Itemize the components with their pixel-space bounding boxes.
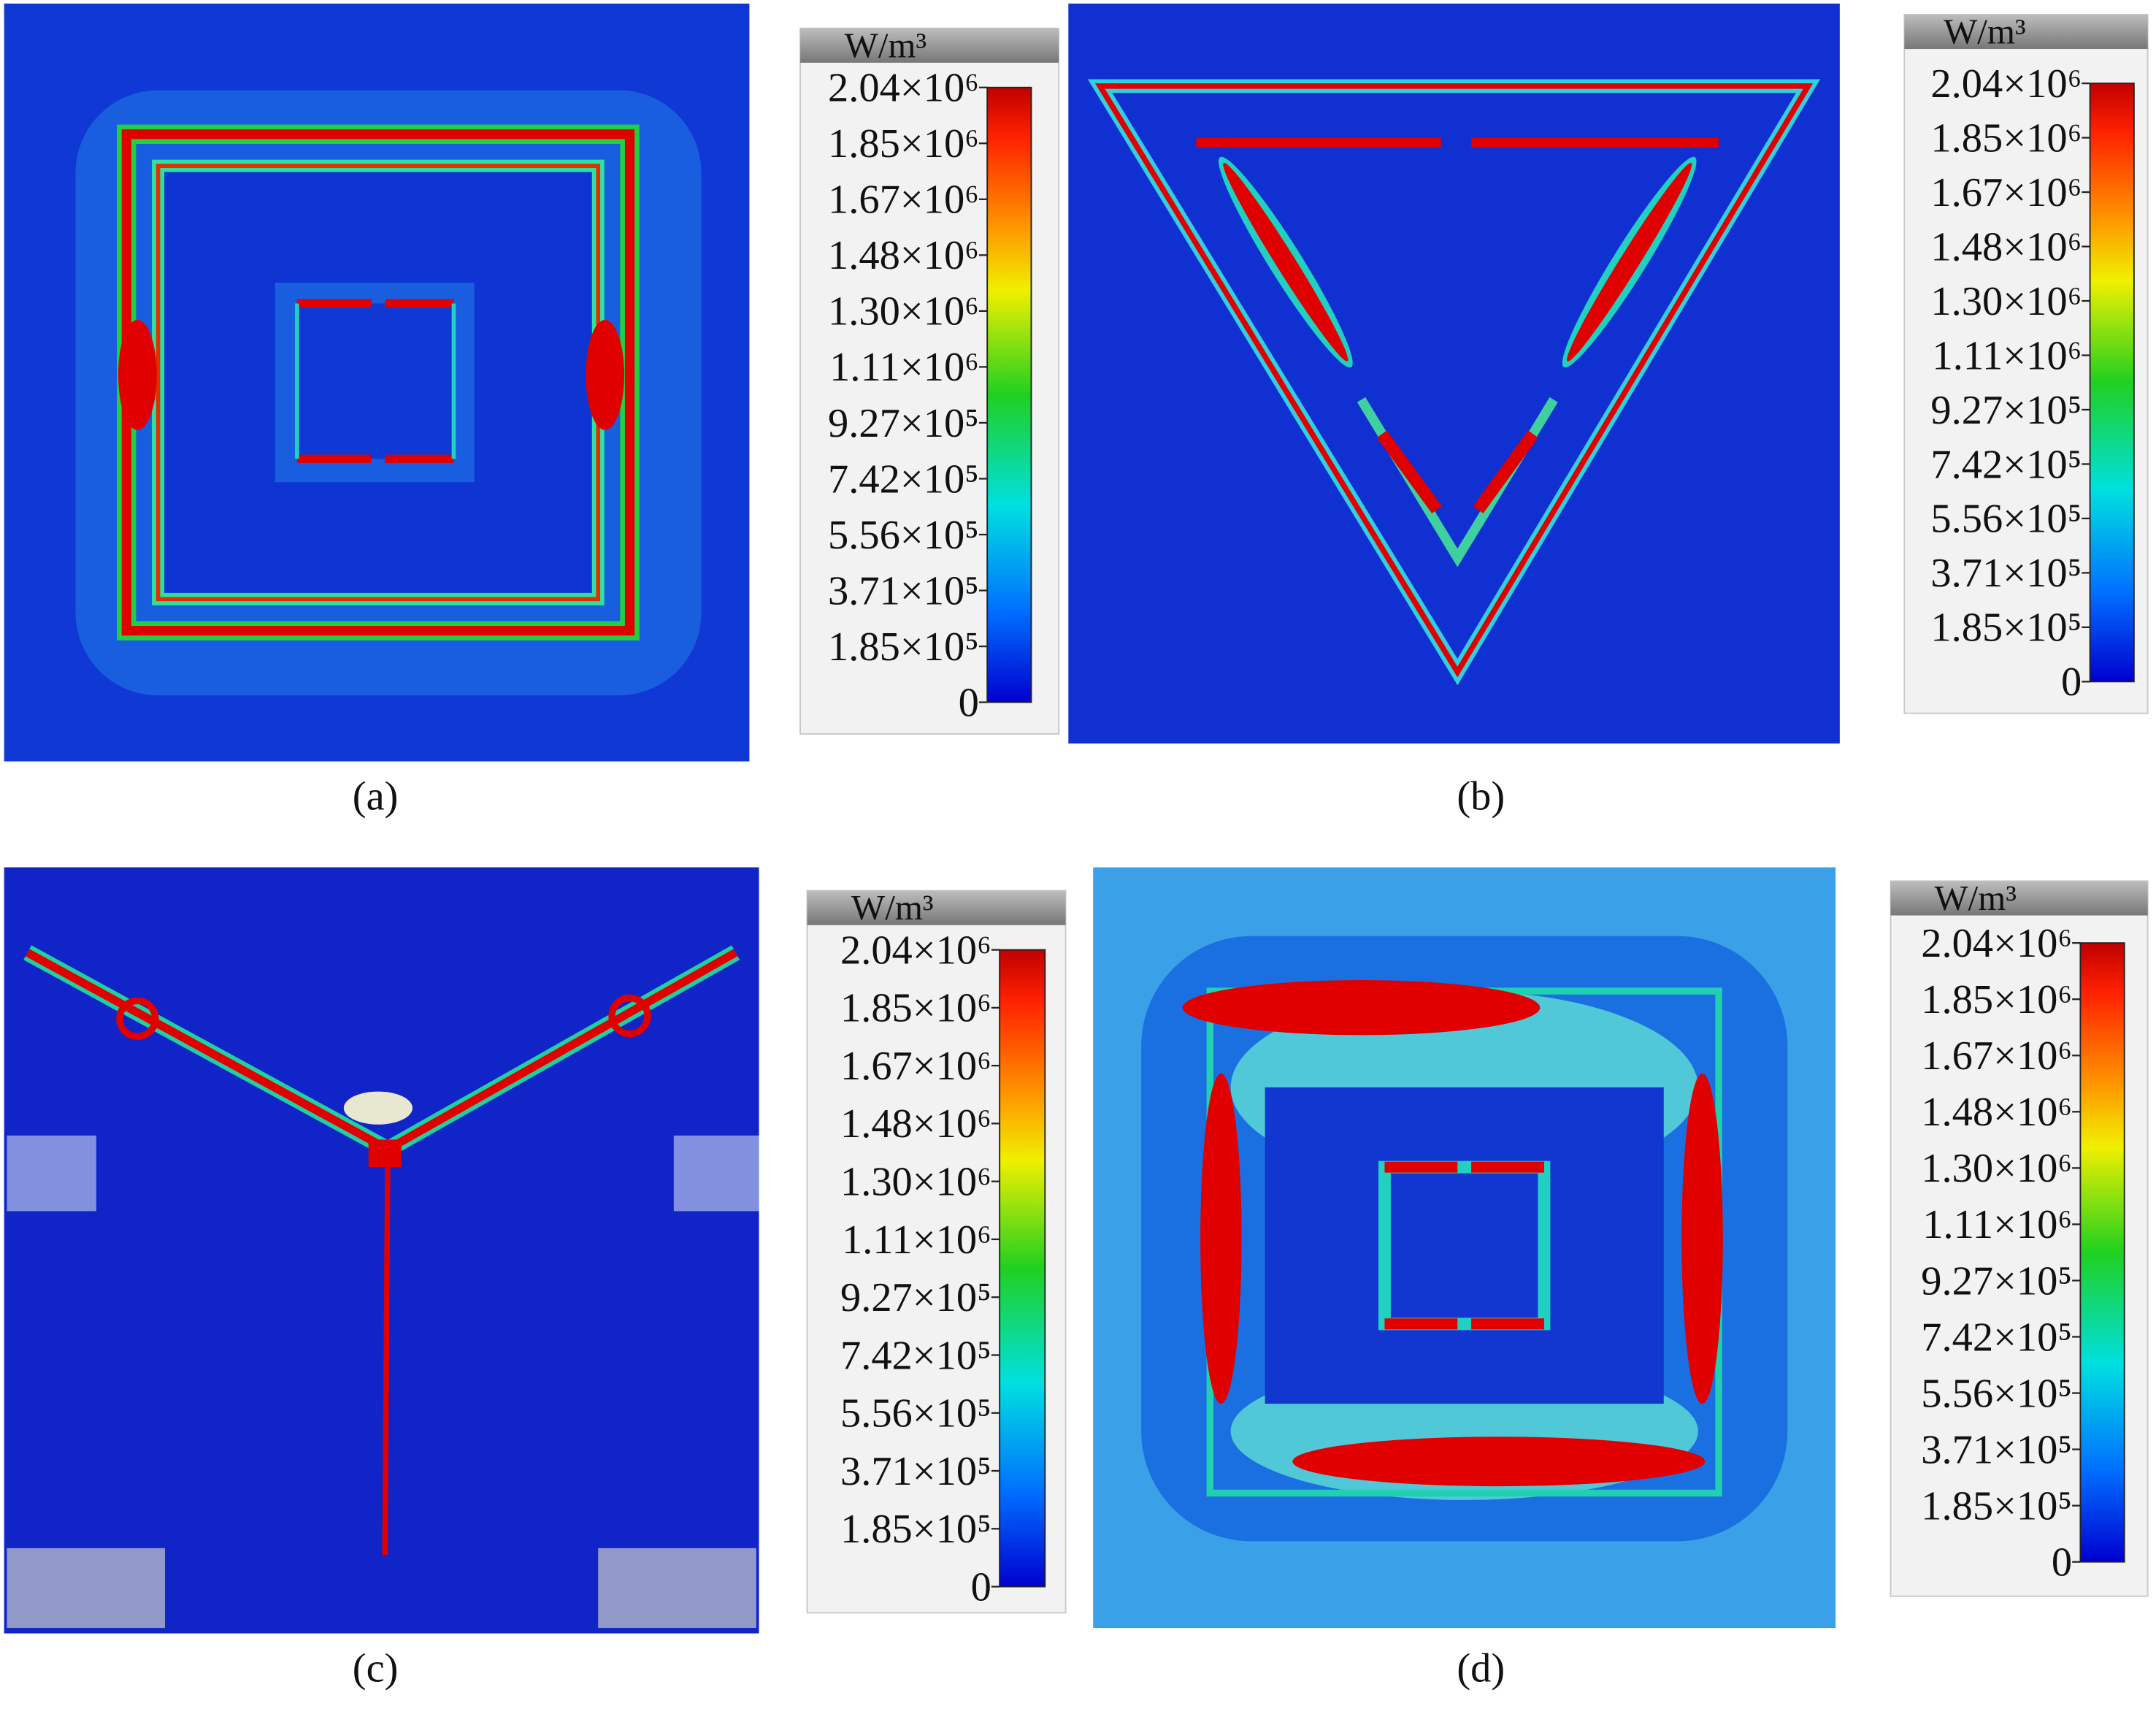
colorbar — [999, 949, 1046, 1588]
tick-label: 7.42×10⁵ — [828, 456, 979, 502]
tick-label: 0 — [2052, 1540, 2072, 1585]
colorbar — [2089, 83, 2135, 683]
tick-label: 9.27×10⁵ — [1921, 1258, 2072, 1304]
heatmap-a — [4, 3, 750, 762]
tick-label: 1.30×10⁶ — [1930, 279, 2082, 324]
tick-label: 1.11×10⁶ — [1933, 333, 2082, 378]
tick-label: 1.67×10⁶ — [828, 177, 979, 223]
tick-label: 5.56×10⁵ — [1930, 497, 2082, 542]
tick-label: 3.71×10⁵ — [1921, 1427, 2072, 1472]
tick-label: 1.85×10⁶ — [1921, 977, 2072, 1022]
colorbar-header — [1904, 14, 2148, 50]
colorbar-header — [800, 28, 1059, 63]
tick-label: 1.48×10⁶ — [840, 1101, 991, 1147]
tick-label: 9.27×10⁵ — [1930, 388, 2082, 433]
heatmap-c — [4, 867, 759, 1634]
unit-label: W/m³ — [845, 25, 927, 65]
tick-label: 7.42×10⁵ — [840, 1333, 991, 1378]
tick-label: 2.04×10⁶ — [1921, 921, 2072, 966]
tick-label: 1.67×10⁶ — [840, 1044, 991, 1089]
tick-label: 1.85×10⁵ — [828, 624, 979, 670]
tick-label: 3.71×10⁵ — [828, 568, 979, 613]
tick-label: 2.04×10⁶ — [840, 927, 991, 973]
tick-label: 0 — [2061, 659, 2082, 705]
tick-label: 5.56×10⁵ — [828, 513, 979, 558]
colorbar-header — [1890, 881, 2148, 916]
tick-label: 0 — [959, 680, 979, 725]
tick-label: 1.85×10⁵ — [1930, 605, 2082, 651]
tick-label: 1.85×10⁶ — [828, 121, 979, 167]
colorbar-header — [807, 890, 1066, 925]
tick-label: 1.67×10⁶ — [1930, 170, 2082, 215]
tick-label: 1.48×10⁶ — [1921, 1090, 2072, 1135]
tick-label: 1.30×10⁶ — [828, 289, 979, 334]
unit-label: W/m³ — [851, 887, 934, 927]
unit-label: W/m³ — [1944, 12, 2026, 52]
tick-label: 1.30×10⁶ — [1921, 1146, 2072, 1191]
tick-label: 7.42×10⁵ — [1930, 442, 2082, 487]
tick-label: 5.56×10⁵ — [1921, 1371, 2072, 1416]
unit-label: W/m³ — [1934, 878, 2017, 918]
tick-label: 1.67×10⁶ — [1921, 1033, 2072, 1079]
tick-label: 1.85×10⁶ — [1930, 115, 2082, 161]
tick-label: 3.71×10⁵ — [1930, 551, 2082, 596]
panel-label: (d) — [1457, 1645, 1505, 1691]
tick-label: 2.04×10⁶ — [1930, 61, 2082, 107]
panel-label: (c) — [353, 1645, 399, 1691]
tick-label: 1.85×10⁵ — [1921, 1483, 2072, 1529]
colorbar — [2079, 942, 2125, 1563]
tick-label: 9.27×10⁵ — [828, 401, 979, 446]
tick-label: 1.11×10⁶ — [842, 1217, 991, 1263]
tick-label: 1.48×10⁶ — [1930, 224, 2082, 269]
tick-label: 0 — [971, 1564, 991, 1610]
tick-label: 2.04×10⁶ — [828, 66, 979, 111]
tick-label: 9.27×10⁵ — [840, 1275, 991, 1320]
tick-label: 3.71×10⁵ — [840, 1449, 991, 1494]
tick-label: 5.56×10⁵ — [840, 1391, 991, 1437]
tick-label: 1.48×10⁶ — [828, 233, 979, 278]
tick-label: 7.42×10⁵ — [1921, 1315, 2072, 1360]
tick-label: 1.11×10⁶ — [1922, 1202, 2072, 1247]
panel-label: (a) — [353, 773, 399, 819]
tick-label: 1.30×10⁶ — [840, 1159, 991, 1204]
tick-label: 1.85×10⁶ — [840, 986, 991, 1031]
heatmap-d — [1093, 867, 1836, 1629]
tick-label: 1.85×10⁵ — [840, 1507, 991, 1552]
panel-label: (b) — [1457, 773, 1505, 819]
tick-label: 1.11×10⁶ — [829, 345, 979, 390]
heatmap-b — [1068, 3, 1840, 744]
colorbar — [986, 86, 1032, 703]
